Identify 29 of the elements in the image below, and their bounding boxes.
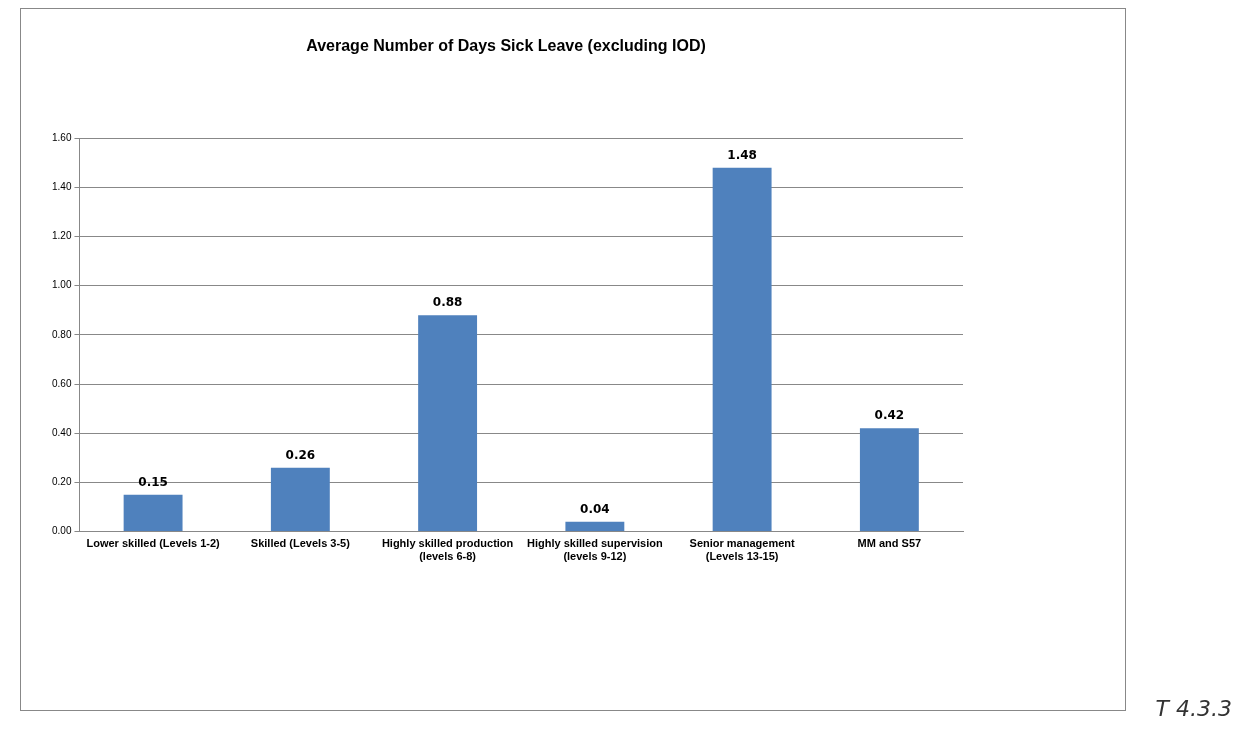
x-tick-label: Skilled (Levels 3-5) [250,537,351,550]
data-label: 0.15 [138,474,168,489]
bar [859,428,919,532]
y-tick-label: 1.20 [51,230,72,242]
x-tick-label: Lower skilled (Levels 1-2) [86,537,221,550]
y-tick-label: 0.60 [51,377,72,389]
chart-title: Average Number of Days Sick Leave (excluding IOD) [306,37,706,55]
bar [418,315,478,532]
data-label: 0.04 [580,501,610,516]
data-label: 0.42 [874,408,905,423]
data-label: 0.26 [285,447,316,462]
bar [712,167,772,532]
y-tick-label: 1.60 [51,131,72,143]
x-tick-label: Highly skilled supervision (levels 9-12) [527,537,663,563]
y-tick-label: 1.40 [51,181,72,193]
y-tick-label: 0.00 [51,525,72,537]
y-tick-label: 1.00 [51,279,72,291]
bar [123,494,183,532]
data-label: 1.48 [727,147,757,162]
y-tick-label: 0.40 [51,427,72,438]
bar [565,521,625,532]
x-tick-label: MM and S57 [857,537,922,550]
y-tick-label: 0.20 [51,476,72,488]
bar [270,467,330,532]
data-label: 0.88 [432,295,463,310]
x-tick-label: Highly skilled production (levels 6-8) [381,537,514,563]
y-tick-label: 0.80 [51,328,72,340]
text: T 4.3.3 [1155,696,1232,721]
x-tick-label: Senior management (Levels 13-15) [689,537,796,563]
